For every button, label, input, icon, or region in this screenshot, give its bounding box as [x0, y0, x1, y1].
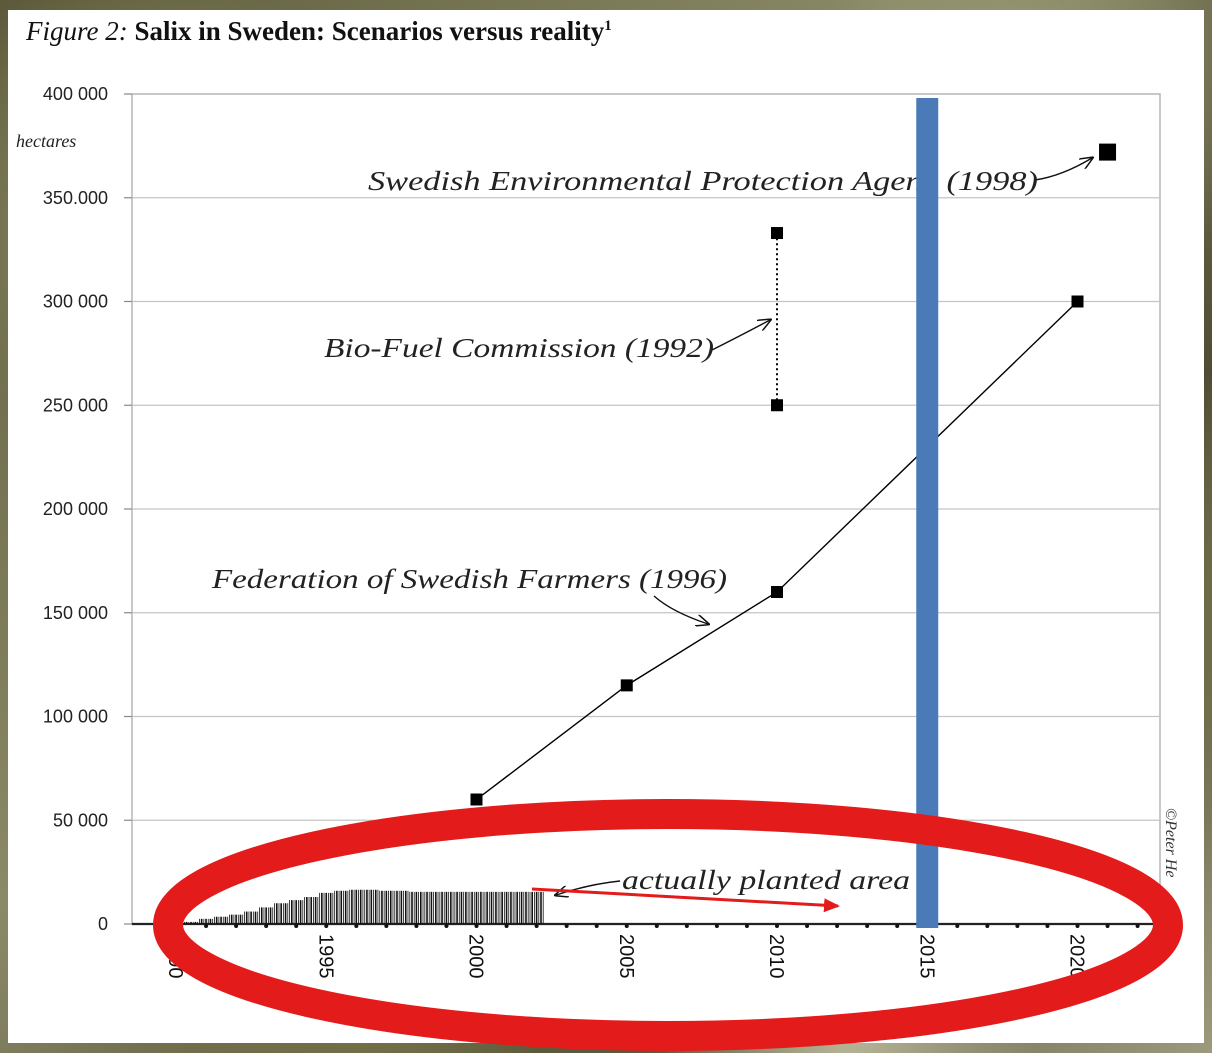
- x-minor-tick: [624, 924, 629, 928]
- figure-title-main: Salix in Sweden: Scenarios versus realit…: [134, 16, 605, 46]
- x-minor-tick: [714, 924, 719, 928]
- y-tick-label: 400 000: [43, 84, 108, 104]
- x-minor-tick: [895, 924, 900, 928]
- overlays: [153, 98, 1183, 1051]
- x-minor-tick: [775, 924, 779, 928]
- copyright-note: ©Peter He: [1162, 808, 1179, 877]
- y-axis-label: hectares: [16, 131, 76, 151]
- farmers-point: [771, 586, 783, 598]
- x-minor-tick: [444, 924, 449, 928]
- epa-arrow: [1034, 158, 1092, 181]
- y-tick-label: 350.000: [43, 188, 108, 208]
- annotation-farmers: Federation of Swedish Farmers (1996): [211, 564, 727, 594]
- y-tick-label: 200 000: [43, 499, 108, 519]
- x-minor-tick: [1015, 924, 1020, 928]
- y-tick-label: 0: [98, 914, 108, 934]
- x-tick-label: 2020: [1066, 934, 1088, 979]
- annotation-biofuel: Bio-Fuel Commission (1992): [324, 333, 714, 363]
- x-minor-tick: [294, 924, 299, 928]
- red-trend-arrow: [531, 887, 840, 913]
- figure-title-lead: Figure 2:: [26, 16, 128, 46]
- x-minor-tick: [534, 924, 539, 928]
- y-tick-label: 300 000: [43, 292, 108, 312]
- x-minor-tick: [684, 924, 689, 928]
- x-minor-tick: [384, 924, 389, 928]
- epa-point: [1099, 143, 1117, 161]
- x-minor-tick: [1105, 924, 1110, 928]
- x-minor-tick: [835, 924, 840, 928]
- x-minor-tick: [504, 924, 509, 928]
- x-minor-tick: [805, 924, 810, 928]
- x-minor-tick: [1075, 924, 1080, 928]
- x-minor-tick: [594, 924, 599, 928]
- highlight-ellipse: [153, 799, 1183, 1051]
- farmers-point: [620, 679, 633, 692]
- annotation-planted: actually planted area: [622, 865, 910, 895]
- y-tick-label: 150 000: [43, 603, 108, 623]
- farmers-point: [1071, 295, 1084, 308]
- x-tick-label: 2000: [465, 934, 487, 979]
- planted-area-bars: [184, 889, 544, 924]
- x-minor-tick: [985, 924, 990, 928]
- x-minor-tick: [234, 924, 239, 928]
- x-tick-label: 2015: [915, 934, 937, 979]
- y-tick-label: 250 000: [43, 395, 108, 415]
- x-minor-tick: [744, 924, 749, 928]
- x-minor-tick: [865, 924, 870, 928]
- x-minor-tick: [1135, 924, 1140, 928]
- biofuel-point: [771, 227, 783, 240]
- x-tick-label: 1995: [314, 934, 336, 979]
- axes: 0 50 000 100 000 150 000 200 000 250 000 300 0…: [43, 84, 1160, 979]
- y-tick-label: 50 000: [53, 810, 108, 830]
- biofuel-point: [771, 399, 783, 412]
- farmers-arrow: [653, 595, 708, 624]
- y-tick-label: 100 000: [43, 707, 108, 727]
- x-minor-tick: [264, 924, 269, 928]
- farmers-point: [470, 793, 483, 806]
- x-minor-tick: [414, 924, 419, 928]
- planted-arrow: [556, 880, 621, 895]
- x-minor-tick: [564, 924, 569, 928]
- x-minor-tick: [474, 924, 479, 928]
- x-minor-tick: [654, 924, 659, 928]
- figure-title-footnote: 1: [604, 18, 612, 34]
- scenario-series: [470, 143, 1117, 895]
- x-minor-tick: [204, 924, 209, 928]
- biofuel-arrow: [711, 320, 770, 351]
- x-minor-tick: [324, 924, 329, 928]
- x-minor-tick: [1045, 924, 1050, 928]
- annotations: hectares Swedish Environmental Protectio…: [16, 131, 1179, 895]
- farmers-line: [476, 300, 1078, 801]
- x-tick-label: 2010: [765, 934, 787, 979]
- figure-title: Figure 2: Salix in Sweden: Scenarios ver…: [26, 16, 612, 47]
- x-tick-label: 2005: [615, 934, 637, 979]
- year-2015-marker: [916, 98, 939, 928]
- x-minor-tick: [354, 924, 359, 928]
- x-minor-tick: [955, 924, 960, 928]
